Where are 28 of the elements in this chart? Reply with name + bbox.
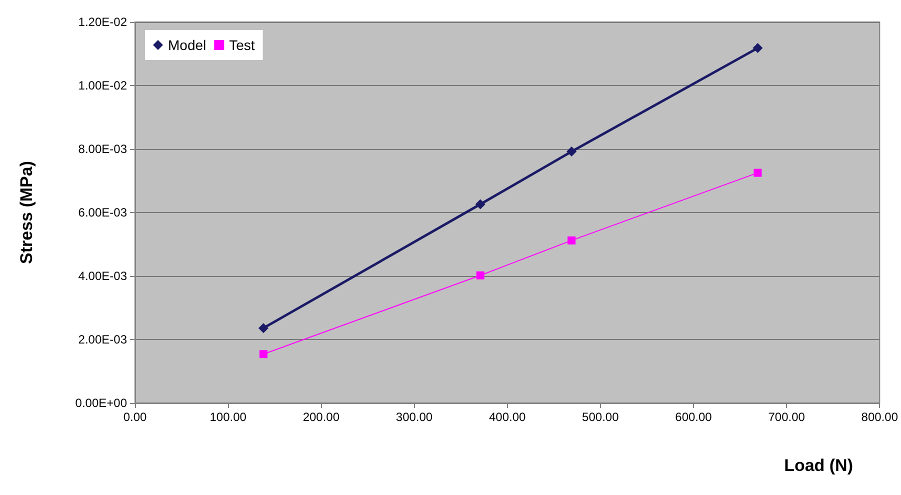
y-tick-label: 1.00E-02: [78, 78, 128, 92]
point: [752, 43, 763, 54]
point: [475, 199, 486, 210]
x-tick-label: 700.00: [768, 410, 806, 424]
x-tick-label: 200.00: [302, 410, 340, 424]
y-tick-label: 6.00E-03: [78, 206, 128, 220]
y-axis-title: Stress (MPa): [17, 161, 36, 264]
y-tick-label: 1.20E-02: [78, 15, 128, 29]
y-tick-label: 2.00E-03: [78, 332, 128, 346]
point: [258, 323, 268, 334]
x-tick-label: 400.00: [488, 410, 526, 424]
point: [568, 236, 576, 244]
point: [566, 146, 577, 157]
x-axis-title: Load (N): [784, 456, 854, 475]
point: [259, 350, 268, 358]
x-tick-label: 300.00: [396, 410, 433, 424]
point: [476, 271, 484, 280]
legend-label: Test: [229, 37, 255, 53]
x-tick-label: 0.00: [123, 410, 147, 424]
legend-label: Model: [168, 37, 206, 53]
x-tick-label: 500.00: [582, 410, 620, 424]
point: [754, 168, 762, 177]
x-tick-label: 800.00: [861, 410, 898, 424]
y-tick-label: 4.00E-03: [78, 269, 128, 283]
y-tick-label: 8.00E-03: [78, 142, 128, 156]
x-tick-label: 100.00: [210, 410, 247, 424]
y-tick-label: 0.00E+00: [75, 396, 128, 410]
x-tick-label: 600.00: [675, 410, 712, 424]
